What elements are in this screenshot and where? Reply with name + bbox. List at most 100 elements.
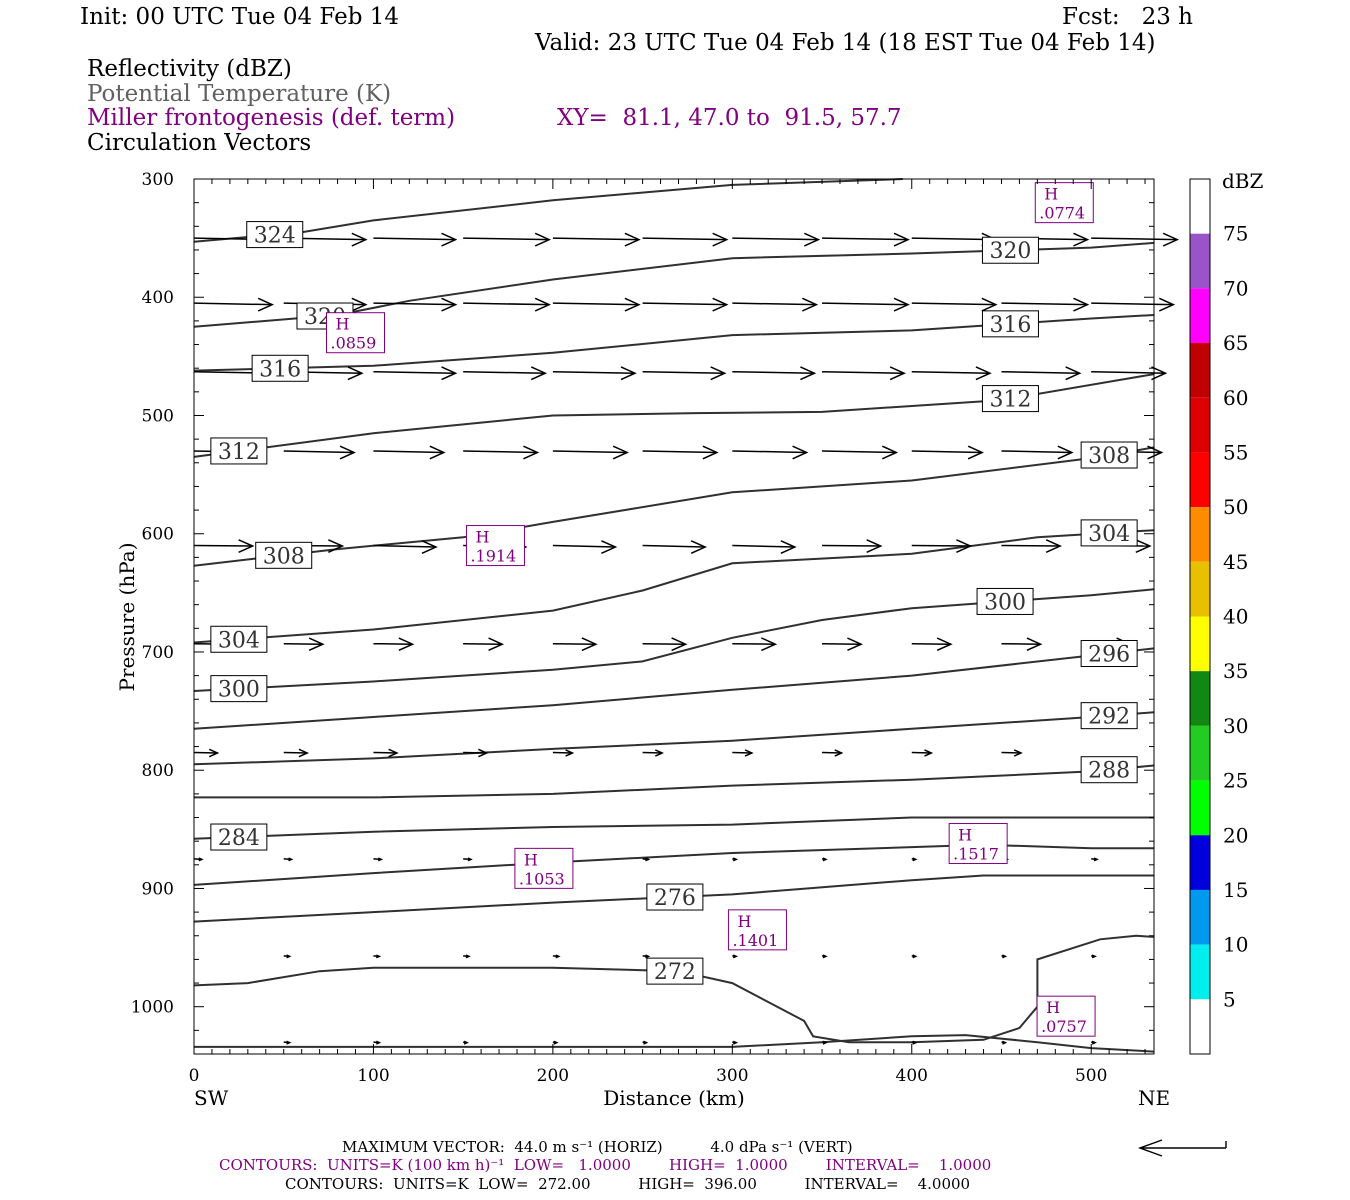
contour-label-text: 316 <box>989 313 1031 338</box>
contour-label-text: 272 <box>654 960 696 985</box>
contour-label-text: 284 <box>218 826 260 851</box>
vector-shaft <box>822 751 842 754</box>
vector-shaft <box>732 237 819 241</box>
vector-head <box>530 366 548 381</box>
circulation-vector <box>463 954 471 959</box>
circulation-vector <box>193 857 204 862</box>
circulation-vector <box>373 1040 382 1045</box>
circulation-vector <box>463 748 489 758</box>
circulation-vector <box>1001 297 1090 312</box>
frontogenesis-max-label: H <box>958 826 972 845</box>
colorbar-label: 50 <box>1223 495 1248 519</box>
theta-contour-284 <box>193 816 1154 840</box>
contour-label-text: 300 <box>218 678 260 703</box>
y-axis-label: Pressure (hPa) <box>115 543 139 692</box>
theta-contour-316 <box>193 314 1155 372</box>
vector-shaft <box>463 237 550 241</box>
vector-shaft <box>373 450 444 454</box>
vector-shaft <box>642 370 725 374</box>
colorbar-label: 45 <box>1223 550 1248 574</box>
vector-head <box>981 297 998 312</box>
contour-label-box <box>981 310 1039 338</box>
circulation-vector <box>911 637 953 652</box>
vector-shaft <box>1001 642 1041 645</box>
vector-head <box>882 445 899 460</box>
frontogenesis-max-box <box>514 847 574 889</box>
contour-label-box <box>1080 519 1138 547</box>
colorbar-segment <box>1190 561 1210 617</box>
circulation-vector <box>822 445 899 460</box>
vector-head <box>298 748 310 758</box>
vector-head <box>1093 857 1099 862</box>
vector-head <box>351 297 368 312</box>
circulation-vector <box>911 297 998 312</box>
contour-label-box <box>1080 639 1138 667</box>
circulation-vector <box>732 366 817 381</box>
contour-label-box <box>210 437 268 465</box>
vector-shaft <box>911 544 971 547</box>
vector-shaft <box>373 237 456 241</box>
x-tick-label: 400 <box>896 1066 928 1086</box>
circulation-vector <box>373 366 458 381</box>
circulation-vector <box>283 954 292 959</box>
vector-head <box>1045 539 1062 554</box>
colorbar-segment <box>1190 288 1210 344</box>
circulation-vector <box>463 445 540 460</box>
vector-head <box>912 954 918 959</box>
circulation-vector <box>463 857 473 862</box>
vector-head <box>624 232 641 247</box>
frontogenesis-max-label: H <box>1046 998 1060 1017</box>
theta-contour-272 <box>193 934 1155 1044</box>
contour-label-box <box>1080 756 1138 784</box>
circulation-vector <box>193 539 255 554</box>
vector-head <box>555 954 561 959</box>
vector-head <box>645 857 651 862</box>
contour-label-304: 304 <box>1080 519 1138 547</box>
circulation-vector <box>1091 954 1097 959</box>
colorbar-segment <box>1190 233 1210 289</box>
vector-head <box>465 954 471 959</box>
contour-label-text: 276 <box>654 886 696 911</box>
circulation-vector <box>373 540 438 555</box>
vector-head <box>643 1040 649 1045</box>
vector-head <box>441 232 458 247</box>
circulation-vector <box>732 749 754 757</box>
vector-head <box>523 445 540 460</box>
vector-head <box>1162 232 1180 247</box>
frontogenesis-max-value: .0774 <box>1039 204 1085 223</box>
vector-shaft <box>1091 370 1166 374</box>
frontogenesis-max-box <box>727 909 787 951</box>
contour-label-320: 320 <box>981 236 1039 264</box>
vector-head <box>712 297 729 312</box>
frontogenesis-max-0859: H.0859 <box>325 312 385 354</box>
y-tick-label: 600 <box>142 525 174 545</box>
vector-shaft <box>552 237 639 241</box>
frontogenesis-max-value: .1914 <box>470 547 516 566</box>
theta-contour-288 <box>194 764 1155 799</box>
vector-shaft <box>911 751 932 754</box>
vector-shaft <box>193 751 218 754</box>
vector-shaft <box>373 302 456 306</box>
contour-label-text: 288 <box>1088 759 1130 784</box>
vector-shaft <box>1001 544 1061 547</box>
contour-label-284: 284 <box>210 823 268 851</box>
contour-label-text: 296 <box>1088 642 1130 667</box>
vector-head <box>1158 297 1176 312</box>
vector-shaft <box>911 237 996 241</box>
y-tick-label: 900 <box>142 879 174 899</box>
circulation-vector <box>1001 445 1074 460</box>
contour-label-300: 300 <box>976 587 1034 615</box>
vector-shaft <box>642 642 686 645</box>
vector-head <box>975 366 992 381</box>
vector-head <box>612 445 629 460</box>
vector-shaft <box>1001 751 1022 754</box>
vector-shaft <box>552 302 639 306</box>
vector-head <box>1057 445 1074 460</box>
contour-label-text: 320 <box>989 239 1031 264</box>
circulation-vector <box>1091 232 1180 247</box>
vector-head <box>238 539 255 554</box>
vector-head <box>732 1040 739 1045</box>
frontogenesis-max-1401: H.1401 <box>727 909 787 951</box>
contour-label-296: 296 <box>1080 639 1138 667</box>
contour-label-304: 304 <box>210 625 268 653</box>
